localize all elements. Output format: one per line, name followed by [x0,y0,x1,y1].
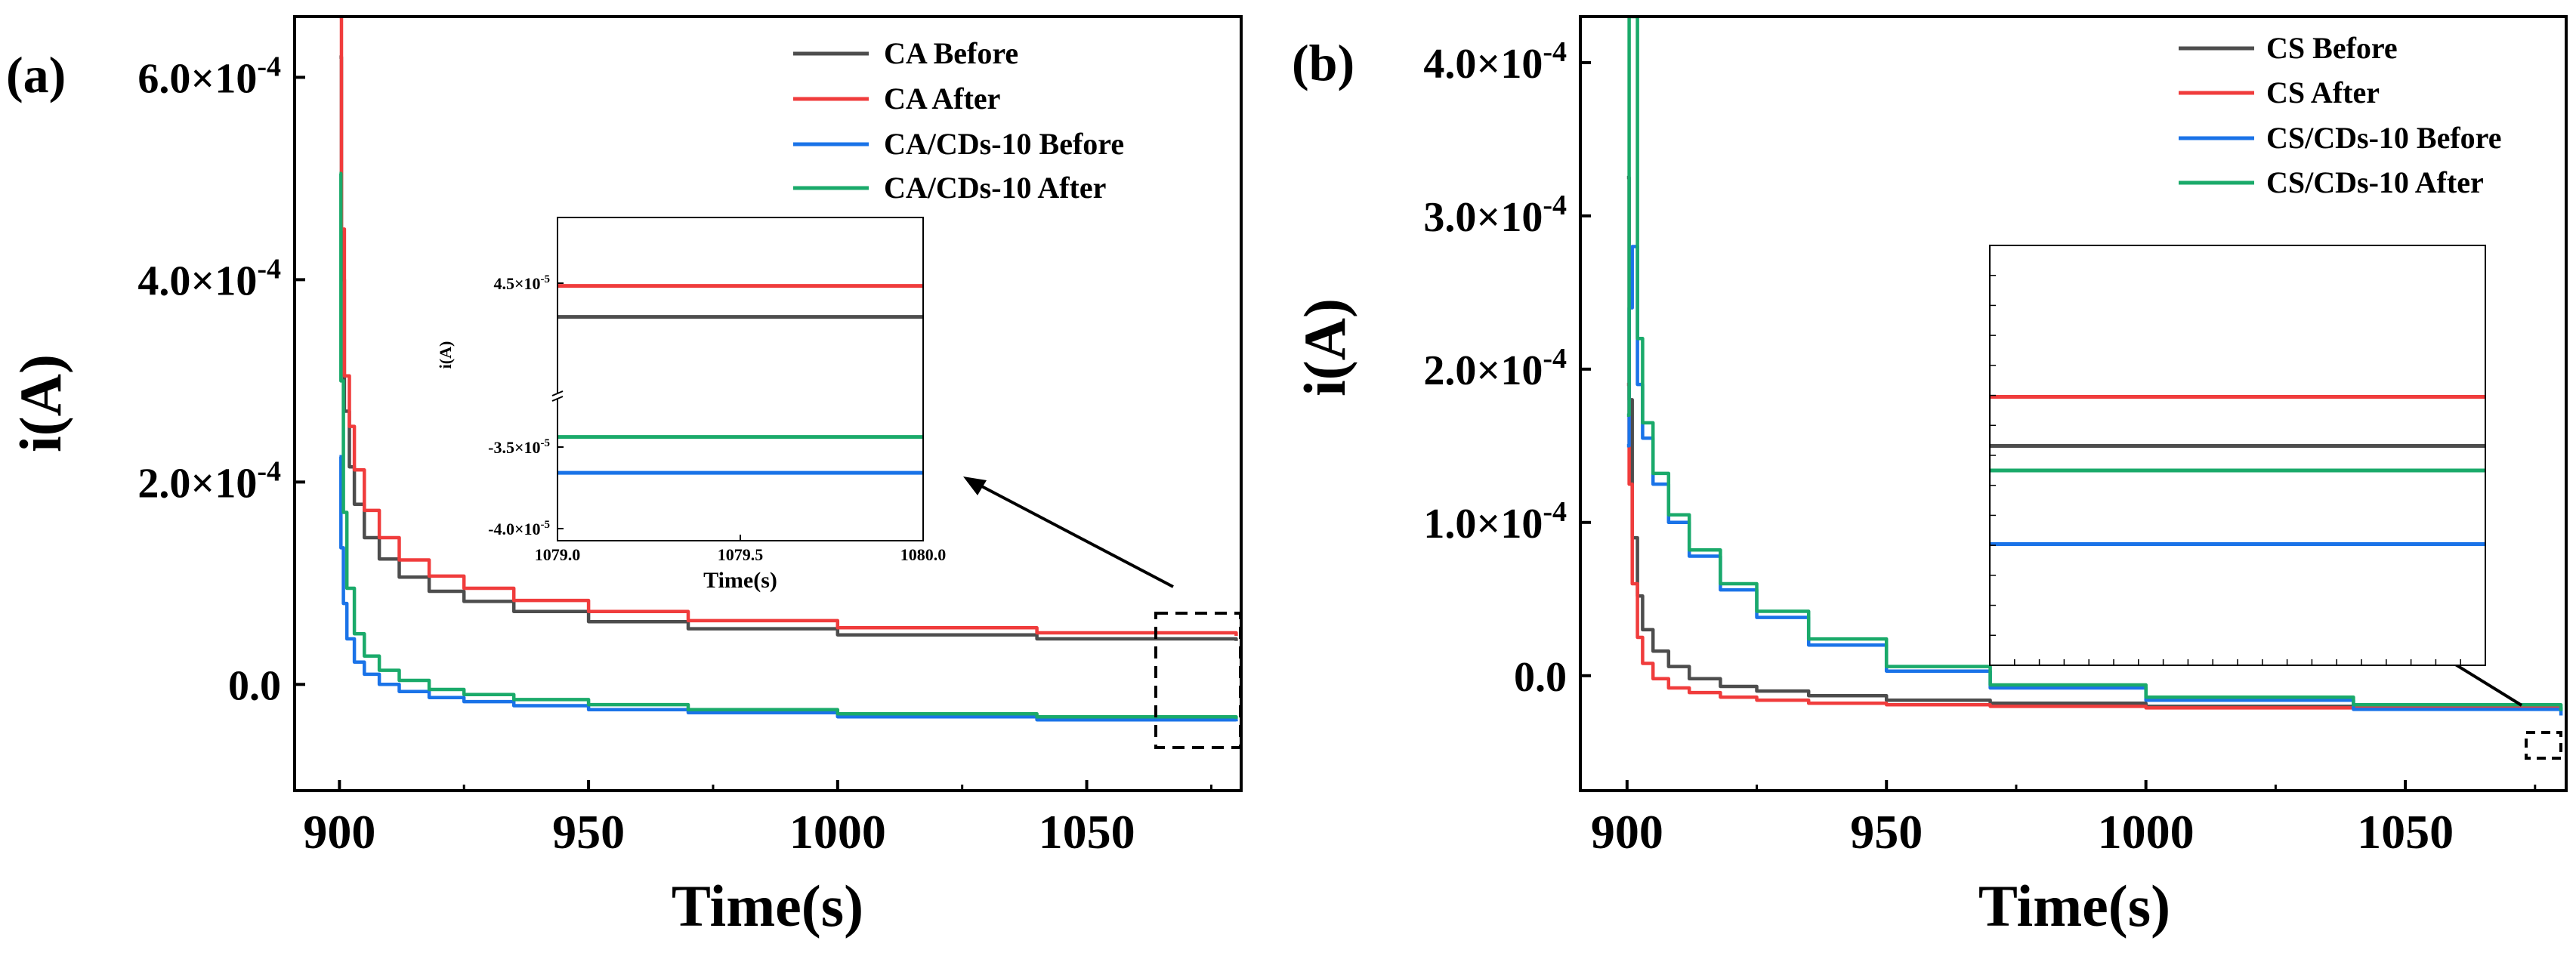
y-tick-label: 0.0 [228,662,281,709]
series-line-cs-cds-10-after [1626,17,2563,711]
y-tick-label: 6.0×10-4 [137,51,281,102]
panel-a-inset-xtick-label: 1079.0 [535,545,581,564]
panel-b-zoom-box [2525,731,2562,760]
panel-a-inset: 4.5×10-5 -3.5×10-5 -4.0×10-5 1079.0 1079… [436,217,946,593]
series-line-ca-cds-10-after [339,171,1238,719]
panel-a-x-axis-title: Time(s) [672,873,863,939]
panel-a-inset-frame [557,217,924,541]
y-tick-label: 1.0×10-4 [1423,496,1567,547]
panel-b-label: (b) [1292,34,1354,91]
panel-a: (a) 900 950 1000 1050 0.0 2.0×10-4 4.0×10-4 6.… [6,15,1243,939]
legend-label-ca-cds-after: CA/CDs-10 After [884,171,1106,205]
legend-label-ca-cds-before: CA/CDs-10 Before [884,127,1124,161]
x-tick-label: 900 [1591,805,1663,859]
panel-a-y-axis-title: i(A) [8,354,73,452]
panel-a-x-axis: 900 950 1000 1050 [303,780,1212,859]
series-line-ca-after [339,17,1238,636]
series-line-cs-after [1626,382,2562,710]
legend-label-ca-after: CA After [884,82,1000,116]
panel-b-x-axis-title: Time(s) [1978,873,2170,939]
panel-b-series [1626,17,2563,716]
panel-a-plot-frame [293,15,1243,792]
x-tick-label: 1050 [1039,805,1135,859]
y-tick-label: 4.0×10-4 [137,253,281,304]
x-tick-label: 1000 [2098,805,2195,859]
legend-label-cs-after: CS After [2266,76,2380,109]
panel-b-plot-frame [1579,15,2568,792]
panel-b-y-axis-title: i(A) [1292,298,1357,396]
x-tick-label: 900 [303,805,375,859]
legend-label-ca-before: CA Before [884,36,1018,70]
legend-label-cs-before: CS Before [2266,31,2398,65]
panel-b-legend: CS Before CS After CS/CDs-10 Before CS/C… [2179,31,2501,199]
panel-a-legend: CA Before CA After CA/CDs-10 Before CA/C… [793,36,1124,205]
panel-a-zoom-arrowhead [963,476,987,495]
panel-a-inset-y-title: i(A) [436,341,455,369]
x-tick-label: 1050 [2357,805,2454,859]
y-tick-label: 3.0×10-4 [1423,190,1567,241]
y-tick-label: 0.0 [1514,654,1567,701]
panel-a-label: (a) [6,46,66,103]
x-tick-label: 950 [1850,805,1923,859]
panel-b-inset-frame [1989,245,2486,666]
panel-a-zoom-arrow [975,482,1174,588]
x-tick-label: 950 [552,805,625,859]
panel-b-inset [1989,245,2486,666]
panel-a-inset-ytick-label: -4.0×10-5 [488,519,550,538]
legend-label-cs-cds-after: CS/CDs-10 After [2266,165,2484,199]
panel-b: (b) 900 950 1000 1050 0.0 1.0×10-4 2.0×10-4 3.… [1292,15,2568,939]
y-tick-label: 2.0×10-4 [1423,343,1567,394]
y-tick-label: 2.0×10-4 [137,455,281,507]
panel-a-inset-axis-break [551,390,564,402]
y-tick-label: 4.0×10-4 [1423,36,1567,88]
panel-b-y-axis: 0.0 1.0×10-4 2.0×10-4 3.0×10-4 4.0×10-4 [1423,36,1591,701]
x-tick-label: 1000 [789,805,886,859]
panel-a-inset-x-title: Time(s) [703,568,777,593]
series-line-cs-before [1626,175,2563,710]
panel-a-inset-ytick-label: 4.5×10-5 [493,273,550,293]
panel-a-inset-ytick-label: -3.5×10-5 [488,437,550,457]
panel-a-inset-xtick-label: 1079.5 [718,545,764,564]
panel-a-zoom-box [1154,612,1242,749]
panel-b-x-axis: 900 950 1000 1050 [1591,780,2537,859]
panel-a-series [339,17,1238,722]
legend-label-cs-cds-before: CS/CDs-10 Before [2266,121,2501,155]
panel-a-y-axis: 0.0 2.0×10-4 4.0×10-4 6.0×10-4 [137,51,305,709]
panel-a-inset-xtick-label: 1080.0 [900,545,947,564]
